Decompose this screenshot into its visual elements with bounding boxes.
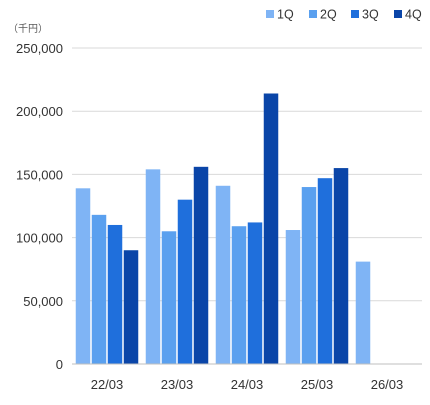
y-axis-ticks: 0 50,000 100,000 150,000 200,000 250,000 [16, 41, 63, 372]
x-tick-label: 23/03 [161, 377, 194, 392]
bar-1Q-26/03 [355, 261, 371, 364]
bar-4Q-23/03 [193, 166, 209, 364]
legend-swatch-1Q [266, 10, 274, 18]
legend-label-1Q: 1Q [277, 8, 294, 22]
bar-3Q-22/03 [107, 224, 123, 364]
y-tick-label: 50,000 [23, 294, 63, 309]
y-tick-label: 100,000 [16, 231, 63, 246]
legend: 1Q 2Q 3Q 4Q [266, 8, 422, 22]
y-tick-label: 250,000 [16, 41, 63, 56]
legend-swatch-4Q [394, 10, 402, 18]
bar-4Q-24/03 [263, 93, 279, 364]
legend-swatch-2Q [309, 10, 317, 18]
bar-2Q-25/03 [301, 187, 317, 364]
legend-swatch-3Q [351, 10, 359, 18]
bar-3Q-23/03 [177, 199, 193, 364]
bar-2Q-23/03 [161, 231, 177, 364]
bar-1Q-22/03 [75, 188, 91, 364]
bar-2Q-24/03 [231, 226, 247, 364]
y-tick-label: 150,000 [16, 167, 63, 182]
bar-4Q-22/03 [123, 250, 139, 364]
unit-label: （千円） [8, 23, 48, 35]
bar-1Q-24/03 [215, 185, 231, 364]
bar-4Q-25/03 [333, 168, 349, 364]
bars [75, 93, 371, 364]
y-tick-label: 0 [56, 357, 63, 372]
legend-label-2Q: 2Q [320, 8, 337, 22]
x-axis-ticks: 22/03 23/03 24/03 25/03 26/03 [91, 377, 404, 392]
x-tick-label: 26/03 [371, 377, 404, 392]
bar-1Q-25/03 [285, 230, 301, 364]
bar-2Q-22/03 [91, 214, 107, 364]
legend-label-3Q: 3Q [362, 8, 379, 22]
x-tick-label: 22/03 [91, 377, 124, 392]
x-tick-label: 25/03 [301, 377, 334, 392]
bar-1Q-23/03 [145, 169, 161, 364]
bar-3Q-25/03 [317, 178, 333, 364]
bar-3Q-24/03 [247, 222, 263, 364]
y-tick-label: 200,000 [16, 104, 63, 119]
legend-label-4Q: 4Q [405, 8, 422, 22]
x-tick-label: 24/03 [231, 377, 264, 392]
